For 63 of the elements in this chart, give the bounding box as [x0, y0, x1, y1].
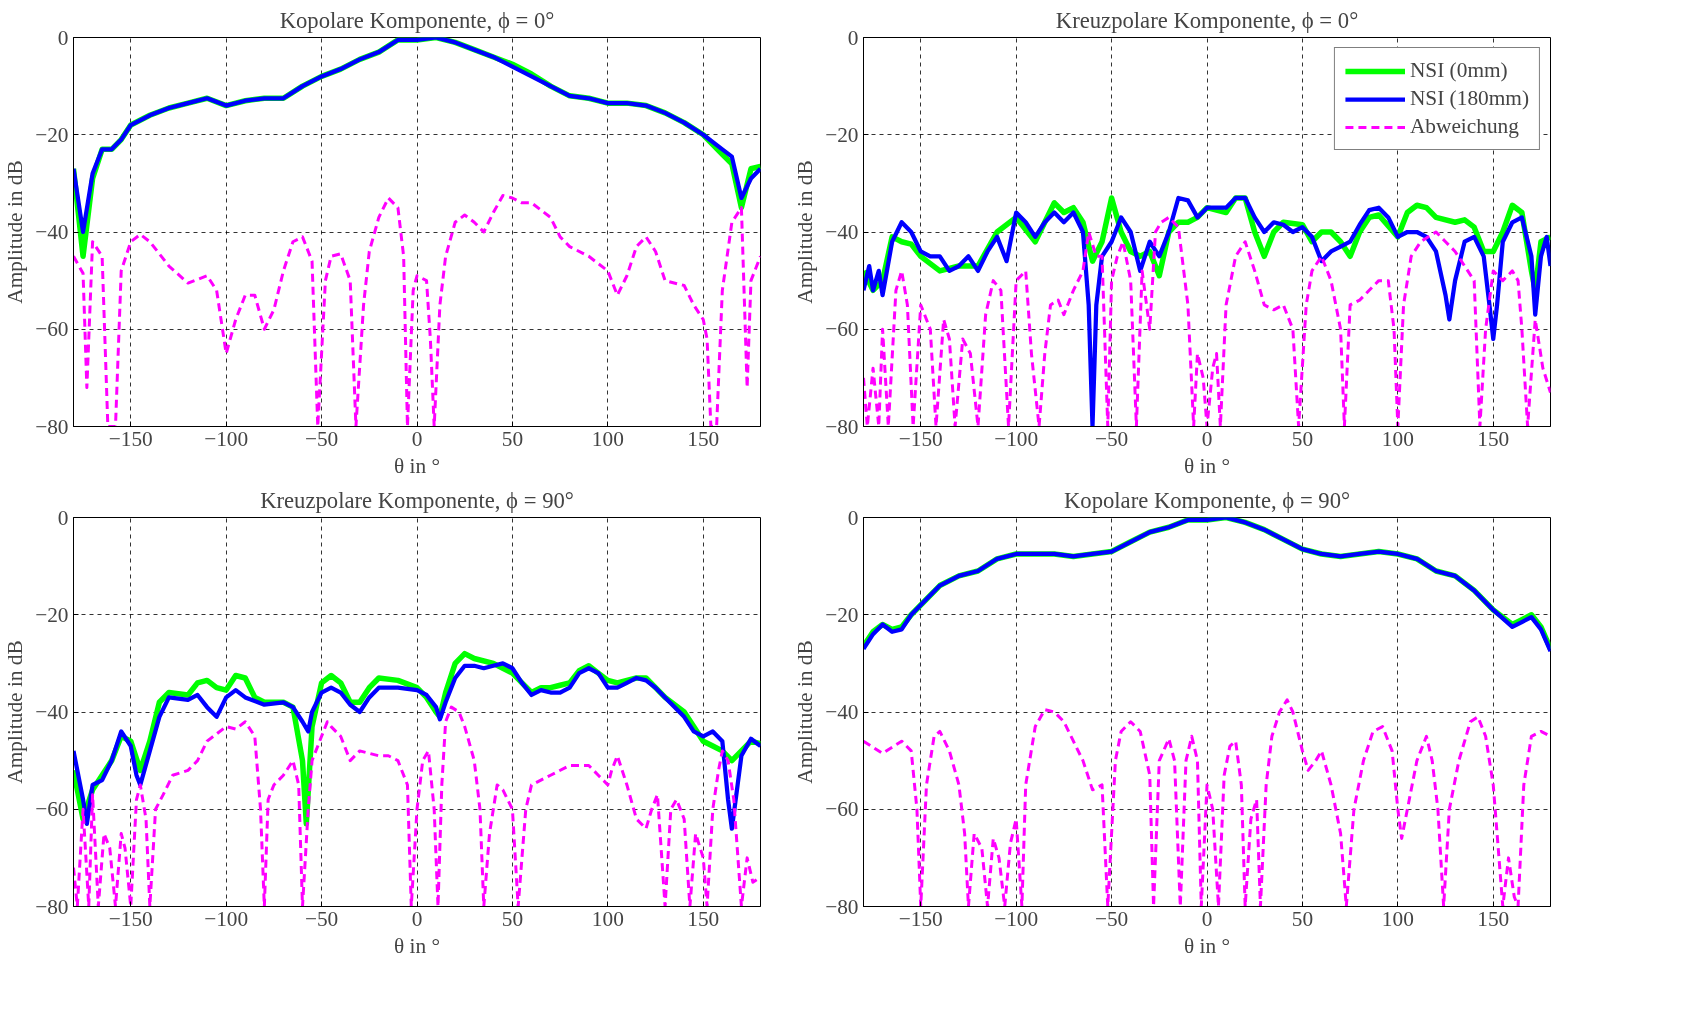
x-tick-label: −50: [1094, 426, 1129, 451]
y-tick-label: −20: [35, 602, 69, 627]
y-tick-label: −80: [825, 894, 859, 919]
x-axis-title: θ in °: [394, 933, 440, 958]
x-tick-label: −150: [898, 426, 943, 451]
x-tick-label: 50: [501, 426, 524, 451]
y-tick-label: 0: [57, 505, 69, 530]
x-tick-label: −100: [994, 906, 1039, 931]
x-axis-title: θ in °: [1184, 933, 1230, 958]
chart-title: Kopolare Komponente, ϕ = 0°: [279, 7, 555, 33]
y-tick-label: 0: [847, 25, 859, 50]
x-tick-label: 50: [1291, 906, 1314, 931]
y-tick-label: −80: [825, 414, 859, 439]
x-axis-title: θ in °: [1184, 453, 1230, 478]
y-tick-label: −40: [825, 220, 859, 244]
x-tick-label: 100: [1381, 906, 1414, 931]
x-tick-label: 100: [1381, 426, 1414, 451]
y-tick-label: −60: [825, 317, 859, 342]
legend-label: NSI (180mm): [1409, 86, 1529, 111]
y-tick-label: −80: [35, 414, 69, 439]
x-tick-label: −100: [204, 426, 249, 451]
x-tick-label: −150: [898, 906, 943, 931]
x-tick-label: −100: [204, 906, 249, 931]
y-axis-title: Amplitude in dB: [793, 640, 818, 784]
y-axis-title: Amplitude in dB: [793, 160, 818, 304]
y-tick-label: −80: [35, 894, 69, 919]
y-tick-label: −20: [35, 122, 69, 147]
x-tick-label: 100: [591, 906, 624, 931]
x-tick-label: 50: [501, 906, 524, 931]
y-tick-label: −20: [825, 602, 859, 627]
y-axis-title: Amplitude in dB: [3, 160, 28, 304]
x-tick-label: −50: [304, 906, 339, 931]
y-tick-label: −20: [825, 122, 859, 147]
x-tick-label: −50: [304, 426, 339, 451]
x-tick-label: 150: [687, 906, 720, 931]
y-tick-label: −40: [825, 700, 859, 724]
y-tick-label: 0: [847, 505, 859, 530]
x-tick-label: 150: [1477, 906, 1510, 931]
x-tick-label: −100: [994, 426, 1039, 451]
x-tick-label: 100: [591, 426, 624, 451]
y-tick-label: −40: [35, 700, 69, 724]
x-tick-label: −150: [108, 426, 153, 451]
legend-label: Abweichung: [1409, 114, 1519, 139]
y-tick-label: −60: [825, 797, 859, 822]
y-tick-label: 0: [57, 25, 69, 50]
y-tick-label: −60: [35, 317, 69, 342]
chart-title: Kreuzpolare Komponente, ϕ = 0°: [1055, 7, 1359, 33]
y-tick-label: −40: [35, 220, 69, 244]
x-tick-label: 50: [1291, 426, 1314, 451]
chart-title: Kreuzpolare Komponente, ϕ = 90°: [260, 487, 574, 513]
x-tick-label: 150: [1477, 426, 1510, 451]
x-tick-label: 0: [1201, 426, 1213, 451]
chart-title: Kopolare Komponente, ϕ = 90°: [1063, 487, 1351, 513]
x-axis-title: θ in °: [394, 453, 440, 478]
x-tick-label: −50: [1094, 906, 1129, 931]
x-tick-label: −150: [108, 906, 153, 931]
legend-label: NSI (0mm): [1409, 58, 1508, 83]
x-tick-label: 0: [411, 426, 423, 451]
x-tick-label: 0: [1201, 906, 1213, 931]
x-tick-label: 0: [411, 906, 423, 931]
y-axis-title: Amplitude in dB: [3, 640, 28, 784]
y-tick-label: −60: [35, 797, 69, 822]
x-tick-label: 150: [687, 426, 720, 451]
